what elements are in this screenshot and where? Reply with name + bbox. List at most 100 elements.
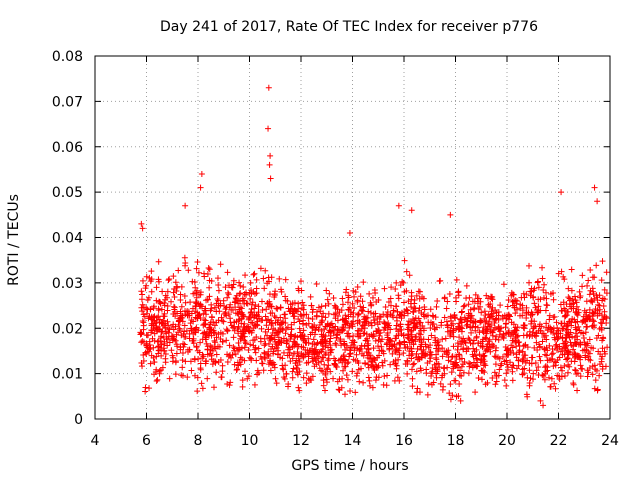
data-point: [266, 161, 273, 168]
data-point: [541, 281, 548, 288]
data-point: [493, 378, 500, 385]
x-tick-label: 20: [498, 433, 516, 449]
data-point: [162, 359, 169, 366]
data-point: [365, 340, 372, 347]
data-point: [227, 379, 234, 386]
data-point: [242, 340, 249, 347]
data-point: [279, 362, 286, 369]
data-point: [599, 295, 606, 302]
data-point: [142, 285, 149, 292]
data-point: [269, 329, 276, 336]
x-tick-label: 24: [601, 433, 619, 449]
data-point: [398, 315, 405, 322]
data-point: [414, 345, 421, 352]
data-point: [315, 353, 322, 360]
data-point: [595, 348, 602, 355]
data-point: [281, 311, 288, 318]
data-point: [522, 352, 529, 359]
data-point: [513, 351, 520, 358]
data-point: [235, 325, 242, 332]
data-point: [596, 292, 603, 299]
data-point: [592, 377, 599, 384]
data-point: [380, 319, 387, 326]
data-point: [536, 353, 543, 360]
data-point: [559, 351, 566, 358]
data-point: [153, 314, 160, 321]
data-point: [465, 345, 472, 352]
data-point: [250, 324, 257, 331]
data-point: [166, 375, 173, 382]
data-point: [350, 287, 357, 294]
data-point: [171, 304, 178, 311]
data-point: [387, 295, 394, 302]
data-point: [291, 319, 298, 326]
data-point: [381, 373, 388, 380]
data-point: [583, 298, 590, 305]
y-axis-tick-labels: 0 0.01 0.02 0.03 0.04 0.05 0.06 0.07 0.08: [52, 49, 83, 428]
data-point: [340, 367, 347, 374]
data-point: [597, 319, 604, 326]
data-point: [195, 312, 202, 319]
data-point: [181, 333, 188, 340]
data-point: [550, 350, 557, 357]
data-point: [337, 337, 344, 344]
data-point: [207, 347, 214, 354]
data-point: [463, 295, 470, 302]
data-point: [495, 372, 502, 379]
data-point: [155, 258, 162, 265]
data-point: [321, 361, 328, 368]
data-point: [325, 362, 332, 369]
data-point: [284, 324, 291, 331]
data-point: [447, 330, 454, 337]
data-point: [381, 285, 388, 292]
data-point: [496, 355, 503, 362]
data-point: [190, 335, 197, 342]
data-point: [258, 325, 265, 332]
data-point: [282, 276, 289, 283]
data-point: [365, 364, 372, 371]
data-point: [572, 340, 579, 347]
data-point: [239, 295, 246, 302]
data-point: [311, 346, 318, 353]
data-point: [418, 309, 425, 316]
data-point: [161, 299, 168, 306]
data-point: [358, 342, 365, 349]
data-point: [361, 319, 368, 326]
data-point: [413, 292, 420, 299]
data-point: [311, 354, 318, 361]
data-point: [170, 303, 177, 310]
data-point: [526, 328, 533, 335]
data-point: [348, 344, 355, 351]
data-point: [393, 349, 400, 356]
data-point: [186, 346, 193, 353]
data-point: [527, 292, 534, 299]
data-point: [193, 294, 200, 301]
data-point: [549, 355, 556, 362]
data-point: [442, 335, 449, 342]
data-point: [458, 341, 465, 348]
data-point: [412, 334, 419, 341]
data-point: [155, 344, 162, 351]
data-point: [414, 385, 421, 392]
data-point: [172, 313, 179, 320]
x-tick-label: 12: [292, 433, 310, 449]
data-point: [291, 350, 298, 357]
data-point: [509, 298, 516, 305]
data-point: [182, 358, 189, 365]
data-point: [370, 345, 377, 352]
data-point: [455, 326, 462, 333]
data-point: [246, 354, 253, 361]
data-point: [342, 363, 349, 370]
data-point: [305, 359, 312, 366]
data-point: [573, 370, 580, 377]
data-point: [205, 265, 212, 272]
data-point: [265, 340, 272, 347]
data-point: [262, 328, 269, 335]
data-point: [477, 298, 484, 305]
data-point: [324, 296, 331, 303]
data-point: [430, 379, 437, 386]
data-point: [252, 349, 259, 356]
data-point: [427, 306, 434, 313]
data-point: [369, 294, 376, 301]
data-point: [568, 342, 575, 349]
